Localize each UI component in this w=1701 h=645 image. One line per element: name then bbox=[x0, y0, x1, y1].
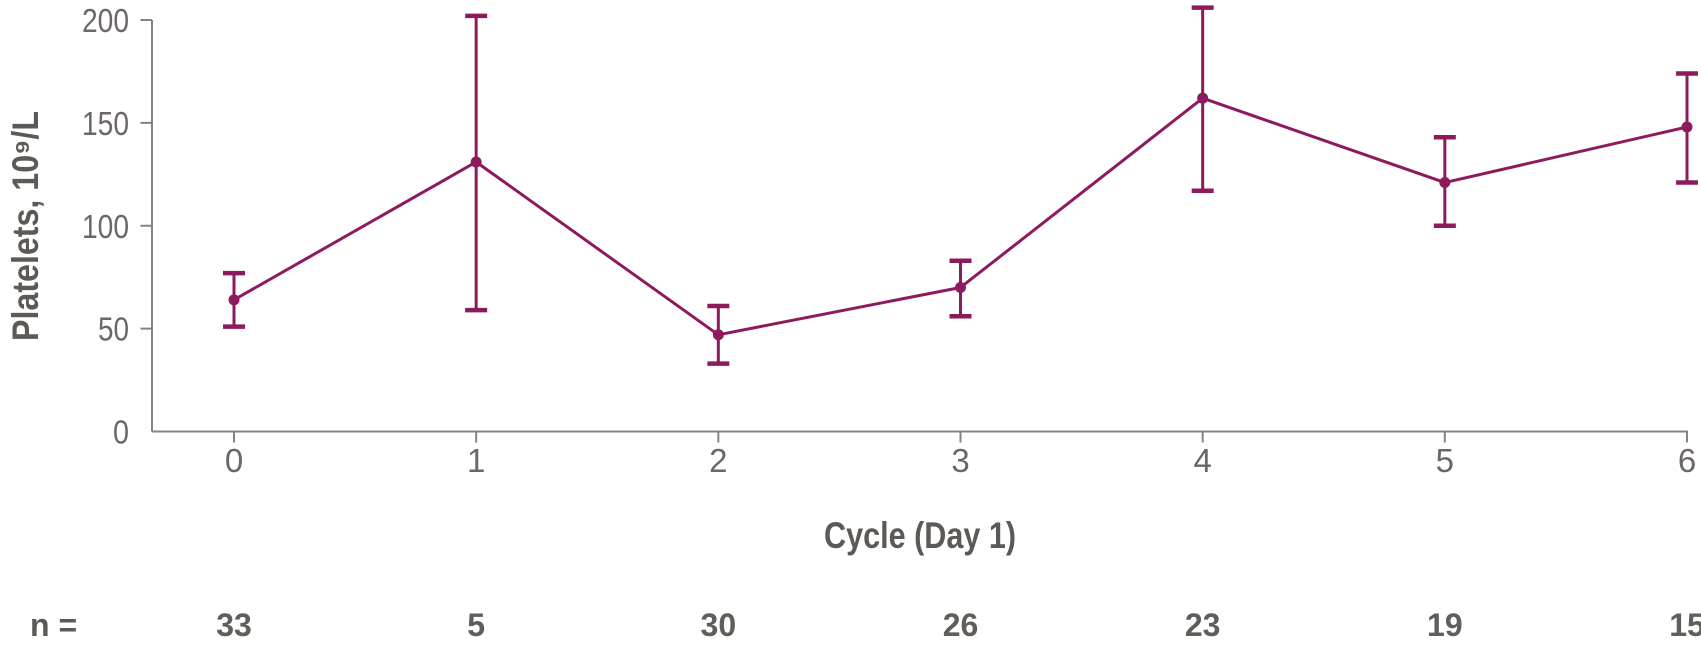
x-tick-label: 0 bbox=[225, 442, 243, 479]
data-point-marker bbox=[228, 294, 240, 306]
x-axis-title: Cycle (Day 1) bbox=[824, 515, 1016, 556]
data-point-marker bbox=[1439, 177, 1451, 189]
n-value: 33 bbox=[216, 607, 252, 643]
y-tick-label: 100 bbox=[82, 208, 129, 245]
n-value: 15 bbox=[1669, 607, 1701, 643]
x-tick-label: 3 bbox=[951, 442, 969, 479]
n-value: 23 bbox=[1185, 607, 1221, 643]
y-tick-label: 150 bbox=[82, 105, 129, 142]
x-tick-label: 5 bbox=[1436, 442, 1454, 479]
x-tick-label: 1 bbox=[467, 442, 485, 479]
x-tick-label: 6 bbox=[1678, 442, 1696, 479]
data-point-marker bbox=[712, 329, 724, 341]
data-point-marker bbox=[1197, 92, 1209, 104]
n-equals-label: n = bbox=[30, 607, 77, 643]
y-tick-label: 200 bbox=[82, 2, 129, 39]
y-tick-label: 50 bbox=[98, 311, 129, 348]
x-tick-label: 4 bbox=[1193, 442, 1211, 479]
x-tick-label: 2 bbox=[709, 442, 727, 479]
data-point-marker bbox=[955, 281, 966, 293]
y-tick-label: 0 bbox=[113, 414, 129, 451]
n-value: 19 bbox=[1427, 607, 1463, 643]
y-axis-title: Platelets, 10⁹/L bbox=[5, 111, 46, 341]
data-point-marker bbox=[1681, 121, 1693, 133]
n-value: 30 bbox=[701, 607, 737, 643]
n-value: 5 bbox=[467, 607, 485, 643]
n-value: 26 bbox=[943, 607, 979, 643]
data-point-marker bbox=[470, 156, 482, 168]
